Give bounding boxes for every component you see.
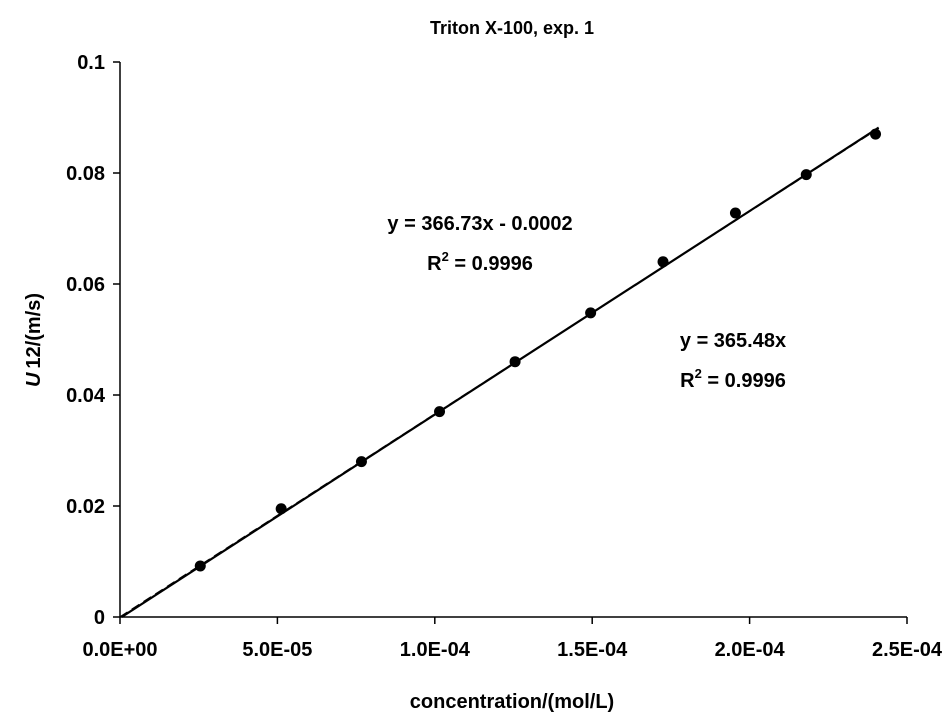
y-tick-label: 0.1 [77,52,105,74]
r2-superscript: 2 [442,249,449,264]
x-axis-label: concentration/(mol/L) [410,691,614,713]
axes [119,62,907,618]
trendline-2-annotation: y = 365.48x R2 = 0.9996 [680,330,786,392]
trendline-2 [119,127,880,618]
data-point [657,256,669,268]
data-point [729,207,741,219]
y-tick-label: 0 [94,607,105,629]
r2-prefix: R [427,253,442,275]
data-points [194,128,882,572]
data-point [194,560,206,572]
chart-title: Triton X-100, exp. 1 [430,18,594,38]
x-tick-label: 5.0E-05 [242,639,312,661]
data-point [870,128,882,140]
x-ticks: 0.0E+00 5.0E-05 1.0E-04 1.5E-04 2.0E-04 2.5E-… [82,617,943,661]
y-tick-label: 0.08 [66,163,105,185]
x-tick-label: 1.5E-04 [557,639,628,661]
data-point [434,406,446,418]
data-point [355,456,367,468]
data-point [275,503,287,515]
x-tick-label: 2.5E-04 [872,639,943,661]
x-tick-label: 0.0E+00 [82,639,157,661]
trendlines [119,126,880,618]
trendline-1-r-squared: R2 = 0.9996 [427,249,533,275]
r2-prefix: R [680,370,695,392]
trendline-1-equation: y = 366.73x - 0.0002 [387,213,572,235]
data-point [509,356,521,368]
data-point [800,169,812,181]
r2-value: = 0.9996 [702,370,786,392]
y-ticks: 0 0.02 0.04 0.06 0.08 0.1 [66,52,120,629]
x-tick-label: 2.0E-04 [715,639,786,661]
y-axis-label-italic: U [23,372,45,387]
trendline-2-equation: y = 365.48x [680,330,786,352]
y-tick-label: 0.04 [66,385,106,407]
y-tick-label: 0.06 [66,274,105,296]
trendline-2-r-squared: R2 = 0.9996 [680,366,786,392]
x-tick-label: 1.0E-04 [400,639,471,661]
data-point [585,307,597,319]
y-axis-label: U 12/(m/s) [23,293,45,387]
r2-superscript: 2 [695,366,702,381]
y-tick-label: 0.02 [66,496,105,518]
y-axis-label-rest: 12/(m/s) [23,293,45,369]
trendline-1-annotation: y = 366.73x - 0.0002 R2 = 0.9996 [387,213,572,275]
r2-value: = 0.9996 [449,253,533,275]
